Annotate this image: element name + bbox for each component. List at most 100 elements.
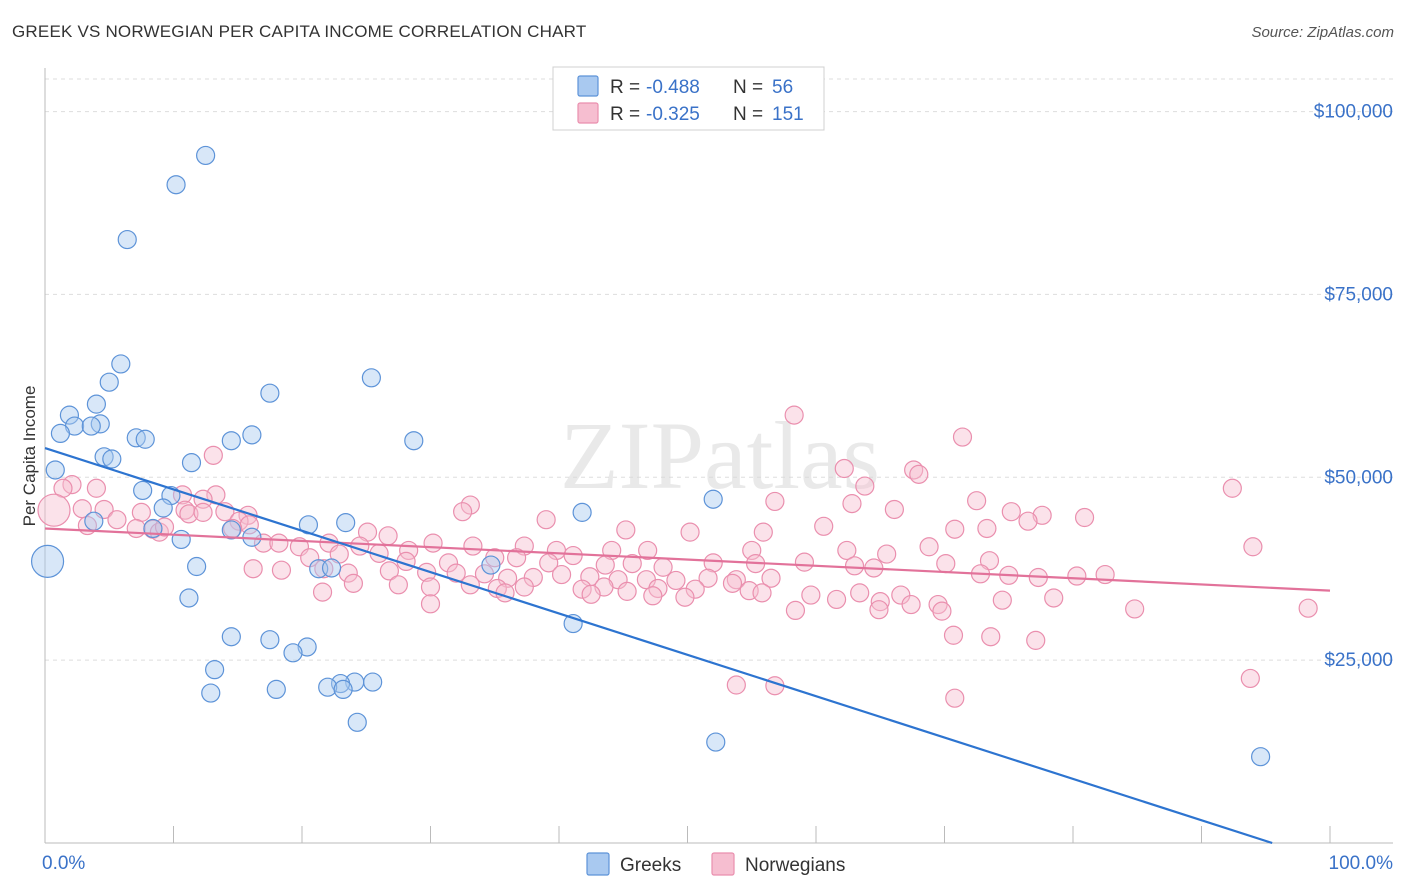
norwegian-point: [536, 510, 556, 530]
norwegian-point: [193, 502, 213, 522]
greek-trend-line: [44, 446, 1273, 845]
norwegian-point: [884, 499, 904, 520]
norwegian-point: [1125, 599, 1145, 619]
norwegian-point: [379, 561, 399, 581]
norwegian-point: [837, 540, 857, 561]
norwegian-point: [1001, 502, 1021, 522]
greek-point: [179, 588, 199, 608]
greek-point: [153, 498, 173, 518]
greek-point: [363, 672, 383, 692]
norwegian-point: [801, 585, 821, 605]
norwegian-point: [945, 688, 965, 708]
norwegian-point: [680, 522, 700, 542]
legend-swatch: [711, 852, 735, 876]
norwegian-point: [698, 568, 718, 588]
greek-point: [333, 679, 353, 700]
greek-point: [181, 453, 202, 473]
r-value: -0.488: [646, 77, 700, 98]
norwegian-point: [269, 533, 289, 553]
norwegian-point: [643, 586, 663, 606]
norwegian-point: [463, 536, 483, 556]
norwegian-point: [37, 493, 71, 527]
norwegian-point: [844, 556, 865, 576]
norwegian-point: [901, 594, 921, 615]
greek-point: [50, 423, 71, 443]
greek-point: [266, 679, 286, 700]
norwegian-point: [726, 570, 746, 590]
norwegian-point: [622, 553, 642, 574]
greek-point: [318, 677, 338, 697]
greek-point: [86, 394, 107, 414]
greek-point: [321, 558, 342, 578]
norwegian-point: [834, 458, 854, 479]
greek-point: [84, 511, 104, 531]
norwegian-point: [979, 551, 1000, 571]
greek-point: [481, 555, 501, 575]
norwegian-point: [703, 553, 723, 573]
norwegian-point: [1018, 511, 1038, 531]
greek-point: [201, 683, 221, 703]
norwegian-point: [753, 522, 773, 542]
norwegian-point: [616, 520, 636, 540]
greek-point: [171, 529, 191, 550]
norwegian-point: [453, 502, 473, 522]
norwegian-point: [417, 562, 437, 582]
norwegian-point: [945, 519, 965, 539]
norwegian-point: [446, 563, 466, 583]
greek-point: [135, 429, 155, 449]
norwegian-point: [992, 590, 1012, 610]
greek-point: [706, 732, 726, 752]
greek-point: [361, 368, 381, 388]
greek-point: [1251, 747, 1271, 767]
norwegian-point: [977, 518, 997, 539]
greek-point: [297, 637, 317, 657]
y-tick-label: $50,000: [1324, 467, 1393, 488]
norwegian-point: [967, 491, 987, 511]
norwegian-point: [131, 502, 151, 522]
norwegian-point: [86, 478, 107, 498]
norwegian-point: [814, 516, 834, 536]
norwegian-point: [388, 575, 408, 595]
norwegian-point: [952, 427, 973, 447]
norwegian-point: [785, 600, 806, 621]
norwegian-point: [1026, 630, 1046, 650]
legend-swatch: [586, 852, 610, 876]
greek-point: [111, 354, 131, 374]
greek-point: [572, 502, 592, 522]
norwegian-point: [149, 522, 169, 542]
greek-point: [221, 627, 241, 647]
greek-point: [196, 145, 216, 166]
norwegian-point: [685, 579, 705, 599]
x-tick-labels: 0.0% 100.0%: [42, 853, 1393, 874]
y-tick-label: $100,000: [1314, 102, 1393, 123]
norwegian-point: [420, 577, 441, 597]
norwegian-point: [1240, 668, 1260, 689]
greek-point: [260, 383, 280, 403]
stats-swatch: [577, 75, 599, 97]
r-label: R =: [610, 77, 640, 98]
norwegian-point: [1243, 537, 1263, 557]
norwegian-point: [314, 559, 334, 579]
norwegian-point: [572, 579, 592, 599]
norwegian-point: [595, 555, 615, 575]
greek-point: [45, 460, 65, 480]
norwegian-point: [378, 526, 398, 546]
greek-point: [30, 544, 65, 579]
norwegian-point: [638, 540, 658, 561]
norwegian-point: [1298, 598, 1318, 618]
norwegian-point: [726, 675, 746, 695]
y-axis-label: Per Capita Income: [20, 386, 39, 527]
norwegian-point: [1074, 507, 1095, 528]
chart-title: GREEK VS NORWEGIAN PER CAPITA INCOME COR…: [12, 22, 587, 41]
greek-point: [81, 416, 101, 436]
norwegian-point: [420, 594, 441, 614]
norwegian-point: [870, 592, 890, 612]
axes: [44, 68, 1393, 844]
n-value: 151: [772, 104, 804, 125]
greek-point: [166, 175, 186, 195]
legend-label: Greeks: [620, 855, 681, 876]
norwegian-point: [617, 581, 637, 601]
norwegian-point: [312, 582, 333, 602]
greek-point: [347, 712, 367, 732]
